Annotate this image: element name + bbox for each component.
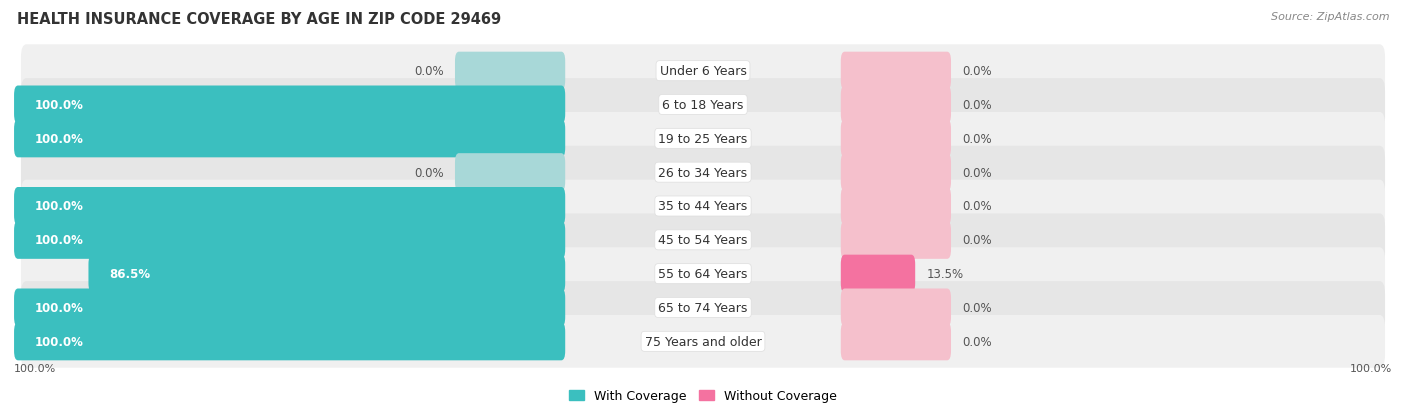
Text: 100.0%: 100.0% <box>35 234 83 247</box>
Text: HEALTH INSURANCE COVERAGE BY AGE IN ZIP CODE 29469: HEALTH INSURANCE COVERAGE BY AGE IN ZIP … <box>17 12 501 27</box>
Text: 65 to 74 Years: 65 to 74 Years <box>658 301 748 314</box>
Text: 13.5%: 13.5% <box>927 268 963 280</box>
FancyBboxPatch shape <box>21 79 1385 132</box>
Text: 0.0%: 0.0% <box>415 166 444 179</box>
Text: 19 to 25 Years: 19 to 25 Years <box>658 133 748 145</box>
Text: 100.0%: 100.0% <box>1350 363 1392 373</box>
FancyBboxPatch shape <box>14 86 565 124</box>
Text: 0.0%: 0.0% <box>962 301 991 314</box>
FancyBboxPatch shape <box>14 221 565 259</box>
Text: Source: ZipAtlas.com: Source: ZipAtlas.com <box>1271 12 1389 22</box>
FancyBboxPatch shape <box>841 255 915 293</box>
Text: 26 to 34 Years: 26 to 34 Years <box>658 166 748 179</box>
FancyBboxPatch shape <box>14 188 565 225</box>
FancyBboxPatch shape <box>841 154 950 192</box>
Text: 0.0%: 0.0% <box>415 65 444 78</box>
Text: 100.0%: 100.0% <box>35 99 83 112</box>
FancyBboxPatch shape <box>21 214 1385 266</box>
FancyBboxPatch shape <box>14 289 565 327</box>
Text: Under 6 Years: Under 6 Years <box>659 65 747 78</box>
Text: 0.0%: 0.0% <box>962 166 991 179</box>
FancyBboxPatch shape <box>21 281 1385 334</box>
Legend: With Coverage, Without Coverage: With Coverage, Without Coverage <box>564 385 842 408</box>
FancyBboxPatch shape <box>89 255 565 293</box>
FancyBboxPatch shape <box>21 248 1385 300</box>
FancyBboxPatch shape <box>841 323 950 361</box>
FancyBboxPatch shape <box>841 120 950 158</box>
Text: 45 to 54 Years: 45 to 54 Years <box>658 234 748 247</box>
FancyBboxPatch shape <box>21 147 1385 199</box>
Text: 0.0%: 0.0% <box>962 133 991 145</box>
Text: 86.5%: 86.5% <box>110 268 150 280</box>
FancyBboxPatch shape <box>21 315 1385 368</box>
Text: 100.0%: 100.0% <box>35 200 83 213</box>
Text: 0.0%: 0.0% <box>962 335 991 348</box>
Text: 6 to 18 Years: 6 to 18 Years <box>662 99 744 112</box>
Text: 35 to 44 Years: 35 to 44 Years <box>658 200 748 213</box>
FancyBboxPatch shape <box>14 120 565 158</box>
FancyBboxPatch shape <box>841 52 950 90</box>
FancyBboxPatch shape <box>841 86 950 124</box>
FancyBboxPatch shape <box>21 45 1385 98</box>
Text: 55 to 64 Years: 55 to 64 Years <box>658 268 748 280</box>
FancyBboxPatch shape <box>21 113 1385 165</box>
FancyBboxPatch shape <box>21 180 1385 233</box>
FancyBboxPatch shape <box>841 188 950 225</box>
Text: 100.0%: 100.0% <box>35 133 83 145</box>
Text: 100.0%: 100.0% <box>35 301 83 314</box>
Text: 0.0%: 0.0% <box>962 234 991 247</box>
FancyBboxPatch shape <box>14 323 565 361</box>
Text: 0.0%: 0.0% <box>962 200 991 213</box>
FancyBboxPatch shape <box>841 221 950 259</box>
FancyBboxPatch shape <box>841 289 950 327</box>
FancyBboxPatch shape <box>456 52 565 90</box>
Text: 75 Years and older: 75 Years and older <box>644 335 762 348</box>
Text: 0.0%: 0.0% <box>962 99 991 112</box>
Text: 0.0%: 0.0% <box>962 65 991 78</box>
Text: 100.0%: 100.0% <box>14 363 56 373</box>
Text: 100.0%: 100.0% <box>35 335 83 348</box>
FancyBboxPatch shape <box>456 154 565 192</box>
